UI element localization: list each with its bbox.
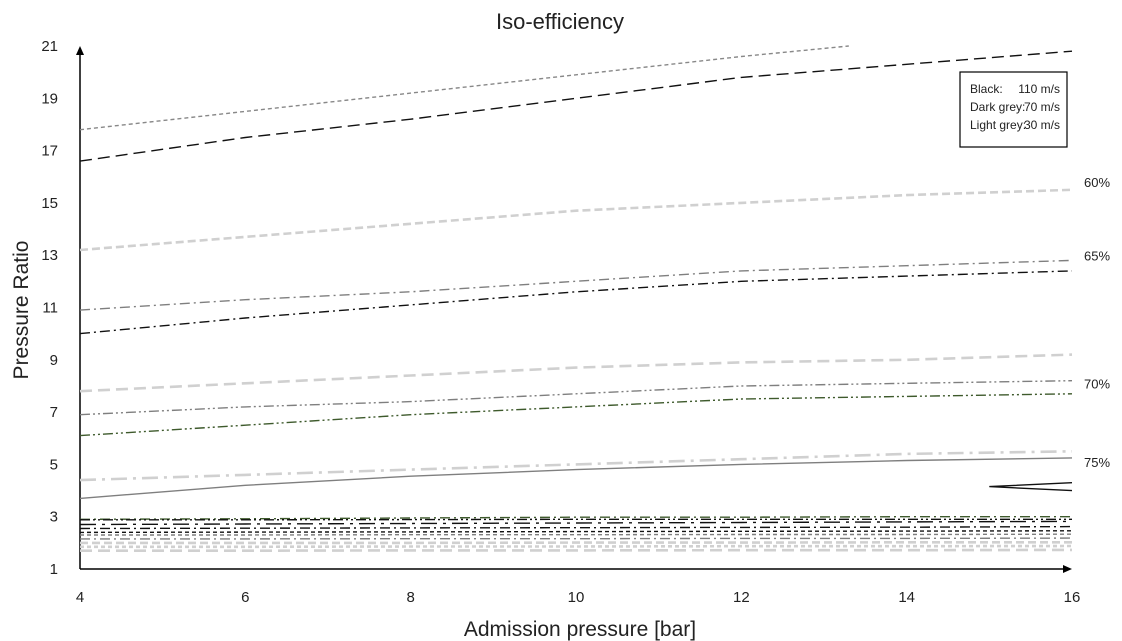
series-line: [79, 270, 1073, 335]
x-tick-label: 14: [898, 589, 915, 606]
series-line: [79, 45, 849, 131]
series-line: [80, 548, 1073, 553]
efficiency-label: 65%: [1084, 248, 1110, 263]
y-tick-label: 13: [41, 247, 58, 264]
series-line: [989, 482, 1073, 492]
series-line: [79, 393, 1073, 437]
legend-entry-label: Black:: [970, 82, 1003, 96]
series-line: [79, 530, 1073, 534]
legend-entry-label: Light grey:: [970, 118, 1026, 132]
series-line: [79, 516, 1072, 520]
efficiency-label: 70%: [1084, 377, 1110, 392]
series-line: [79, 188, 1073, 252]
y-tick-label: 17: [41, 143, 58, 160]
efficiency-label: 75%: [1084, 455, 1110, 470]
efficiency-label: 60%: [1084, 175, 1110, 190]
series-line: [79, 259, 1073, 311]
x-tick-label: 10: [568, 589, 585, 606]
y-tick-label: 7: [50, 404, 58, 421]
y-tick-label: 3: [50, 509, 58, 526]
y-axis-label: Pressure Ratio: [10, 241, 33, 380]
series-line: [79, 525, 1073, 530]
legend-entry-value: 110 m/s: [1018, 82, 1060, 96]
legend-entry-value: 30 m/s: [1024, 118, 1060, 132]
chart-title: Iso-efficiency: [496, 9, 624, 34]
x-tick-label: 4: [76, 589, 84, 606]
x-tick-label: 6: [241, 589, 249, 606]
y-tick-label: 11: [42, 300, 58, 317]
y-tick-label: 5: [50, 456, 58, 473]
legend-entry-value: 70 m/s: [1024, 100, 1060, 114]
x-axis-arrow-icon: [1063, 565, 1072, 573]
series-line: [80, 518, 1072, 521]
series-line: [79, 457, 1073, 500]
legend-entry-label: Dark grey:: [970, 100, 1025, 114]
series-layer: [79, 45, 1073, 553]
y-tick-label: 1: [50, 561, 58, 578]
x-tick-label: 8: [406, 589, 414, 606]
series-line: [79, 50, 1073, 162]
y-tick-label: 19: [41, 90, 58, 107]
legend-box: [959, 71, 1068, 148]
x-axis-label: Admission pressure [bar]: [464, 618, 696, 641]
x-tick-label: 16: [1064, 589, 1081, 606]
series-line: [79, 450, 1073, 482]
series-line: [79, 353, 1073, 393]
efficiency-labels: 60% 65% 70% 75%: [1084, 175, 1110, 470]
series-line: [79, 520, 1073, 526]
series-line: [80, 533, 1073, 536]
series-line: [79, 380, 1073, 416]
legend: Black: 110 m/s Dark grey:70 m/s Light grey:…: [959, 71, 1068, 148]
y-tick-label: 15: [41, 195, 58, 212]
series-line: [80, 537, 1073, 540]
y-tick-label: 9: [50, 352, 58, 369]
y-axis-arrow-icon: [76, 46, 84, 55]
series-line: [80, 540, 1072, 545]
x-tick-label: 12: [733, 589, 750, 606]
series-line: [80, 544, 1073, 549]
y-tick-label: 21: [41, 38, 58, 55]
